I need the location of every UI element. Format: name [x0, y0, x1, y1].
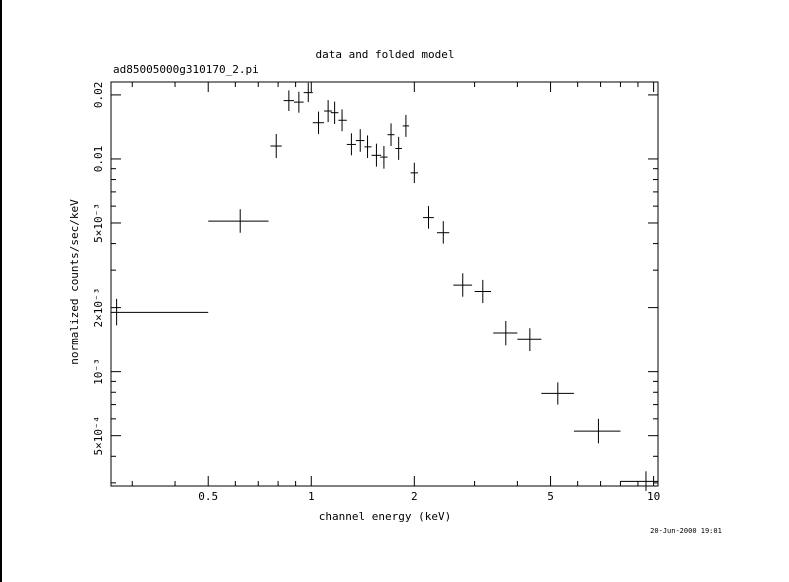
data-points [111, 82, 658, 491]
x-axis-label: channel energy (keV) [319, 510, 451, 523]
data-point [387, 123, 395, 147]
data-point [380, 146, 388, 169]
data-point [620, 471, 658, 491]
data-point [371, 143, 382, 167]
data-point [270, 133, 282, 159]
data-point [422, 206, 434, 229]
data-point [474, 279, 492, 304]
data-point [346, 133, 356, 156]
x-tick-label: 0.5 [198, 490, 218, 503]
data-point [402, 114, 410, 137]
data-point [573, 418, 621, 444]
window-left-edge [0, 0, 2, 582]
data-point [517, 328, 542, 352]
chart-subtitle: ad85005000g310170_2.pi [113, 63, 259, 76]
data-point [312, 111, 325, 134]
y-tick-label: 10⁻³ [92, 358, 105, 385]
data-point [541, 382, 574, 405]
y-tick-label: 5×10⁻³ [92, 203, 105, 243]
data-point [338, 109, 347, 132]
y-axis-ticks: 5×10⁻⁴ 10⁻³ 2×10⁻³ 5×10⁻³ 0.01 0.02 [92, 82, 658, 484]
x-axis-ticks: 0.5 1 2 5 10 [131, 82, 660, 503]
data-point [364, 135, 372, 159]
data-point [437, 221, 450, 244]
y-tick-label: 5×10⁻⁴ [92, 416, 105, 456]
data-point [395, 136, 402, 160]
data-point [453, 273, 473, 297]
x-tick-label: 5 [547, 490, 554, 503]
x-tick-label: 10 [647, 490, 660, 503]
data-point [410, 162, 418, 184]
timestamp-label: 20-Jun-2000 19:01 [650, 527, 722, 535]
y-tick-label: 2×10⁻³ [92, 288, 105, 328]
data-point [324, 100, 333, 123]
y-tick-label: 0.01 [92, 146, 105, 173]
x-tick-label: 1 [308, 490, 315, 503]
data-point [293, 91, 304, 113]
data-point [208, 209, 269, 233]
data-point [303, 82, 313, 103]
chart-title: data and folded model [315, 48, 454, 61]
y-tick-label: 0.02 [92, 82, 105, 109]
y-axis-label: normalized counts/sec/keV [68, 199, 81, 365]
data-point [493, 321, 518, 346]
x-tick-label: 2 [411, 490, 418, 503]
data-point [111, 298, 209, 326]
plot-frame [110, 81, 659, 487]
data-point [330, 101, 339, 124]
data-point [355, 129, 365, 152]
data-point [283, 90, 294, 112]
